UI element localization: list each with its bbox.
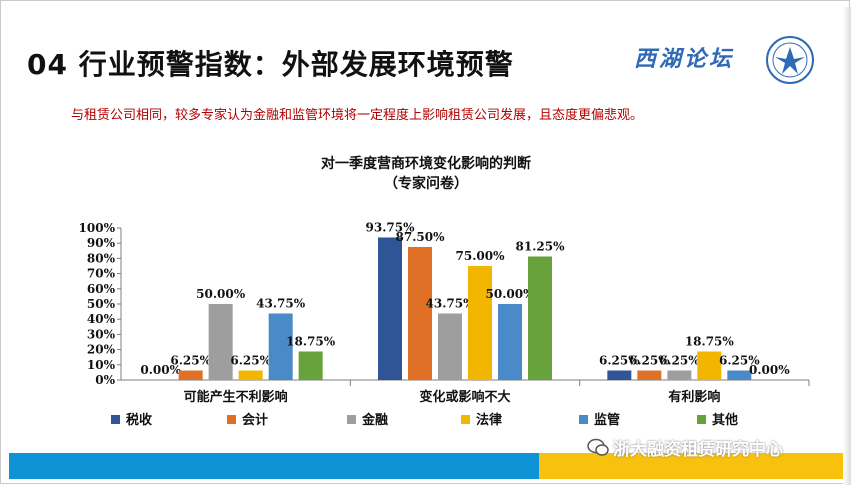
bar-regulation [268, 313, 293, 380]
brand-text: 西湖论坛 [634, 46, 735, 72]
data-label: 43.75% [426, 297, 476, 311]
y-tick-label: 40% [87, 312, 116, 326]
bar-finance [667, 370, 692, 380]
data-label: 6.25% [659, 354, 700, 368]
bar-chart: 0%10%20% 30%40%50%60%70% 80%90%100% 可能产生不利影… [79, 221, 810, 428]
data-label: 50.00% [196, 287, 246, 301]
legend-label-tax: 税收 [126, 412, 153, 428]
legend-label-finance: 金融 [361, 412, 388, 428]
legend-swatch-law [461, 415, 470, 424]
y-tick-label: 100% [79, 221, 116, 235]
legend-swatch-other [697, 415, 706, 424]
data-label: 0.00% [140, 363, 181, 377]
bar-finance [208, 304, 233, 380]
data-label: 6.25% [170, 354, 211, 368]
data-label: 6.25% [230, 354, 271, 368]
bar-finance [438, 313, 462, 380]
data-label: 75.00% [456, 249, 506, 263]
data-label: 50.00% [486, 287, 536, 301]
watermark-text: 浙大融资租赁研究中心 [613, 440, 783, 460]
bar-accounting [408, 247, 432, 380]
bar-regulation [498, 304, 522, 380]
slide-shadow [843, 7, 851, 485]
y-tick-label: 20% [87, 343, 116, 357]
data-label: 81.25% [516, 240, 566, 254]
y-tick-label: 50% [87, 297, 116, 311]
y-tick-label: 30% [87, 327, 116, 341]
legend-swatch-finance [347, 415, 356, 424]
legend-swatch-regulation [579, 415, 588, 424]
data-label: 87.50% [396, 230, 446, 244]
footer-band-blue [9, 453, 539, 479]
legend-label-law: 法律 [476, 412, 502, 428]
bar-regulation [727, 370, 752, 380]
legend-swatch-accounting [227, 415, 236, 424]
bar-tax [607, 370, 632, 380]
footer-band-yellow [539, 453, 843, 479]
y-tick-label: 80% [87, 251, 116, 265]
bar-other [298, 351, 323, 380]
bar-other [528, 256, 552, 380]
slide-title: 04 行业预警指数：外部发展环境预警 [27, 48, 514, 81]
legend-label-accounting: 会计 [242, 412, 268, 428]
bar-accounting [637, 370, 662, 380]
data-label: 6.25% [629, 354, 670, 368]
wechat-icon [587, 438, 609, 456]
slide-subtitle: 与租赁公司相同，较多专家认为金融和监管环境将一定程度上影响租赁公司发展，且态度更… [71, 108, 644, 123]
bar-tax [378, 237, 402, 380]
data-label: 6.25% [599, 354, 640, 368]
legend-swatch-tax [111, 415, 120, 424]
bar-accounting [178, 370, 203, 380]
legend-label-other: 其他 [712, 412, 738, 428]
chart-subtitle: （专家问卷） [384, 176, 468, 192]
x-category-label: 可能产生不利影响 [184, 389, 288, 405]
y-tick-label: 70% [87, 267, 116, 281]
legend-label-regulation: 监管 [594, 412, 620, 428]
seal-logo-icon [766, 36, 814, 84]
data-label: 18.75% [685, 335, 735, 349]
y-tick-label: 60% [87, 282, 116, 296]
x-category-label: 有利影响 [668, 389, 720, 405]
data-label: 93.75% [366, 221, 416, 235]
x-category-label: 变化或影响不大 [419, 389, 510, 405]
y-tick-label: 10% [87, 358, 116, 372]
bar-law [238, 370, 263, 380]
bar-law [697, 351, 722, 380]
data-label: 43.75% [256, 297, 306, 311]
data-label: 18.75% [286, 335, 336, 349]
chart-title: 对一季度营商环境变化影响的判断 [321, 156, 531, 172]
bar-law [468, 266, 492, 380]
data-label: 0.00% [749, 363, 790, 377]
y-tick-label: 0% [95, 373, 115, 387]
data-label: 6.25% [719, 354, 760, 368]
y-tick-label: 90% [87, 236, 116, 250]
